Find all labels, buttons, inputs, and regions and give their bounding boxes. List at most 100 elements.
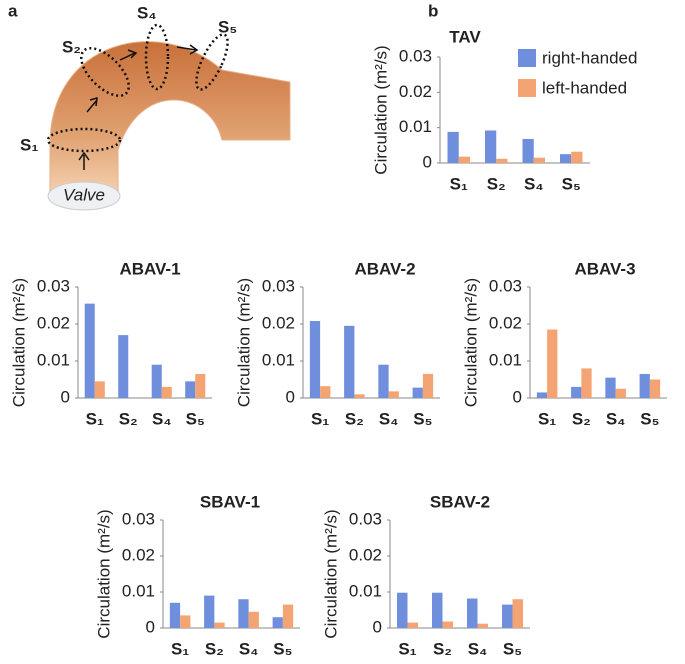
bar: [238, 599, 249, 628]
bar: [422, 373, 434, 398]
x-tick-label: S₅: [562, 174, 581, 193]
x-tick-label: S₂: [205, 639, 224, 658]
bar: [169, 602, 181, 628]
x-tick-label: S₁: [538, 409, 556, 428]
bar: [195, 373, 206, 398]
bar: [605, 377, 616, 398]
y-tick-label: 0.03: [489, 276, 522, 295]
panel-label: b: [428, 1, 438, 20]
bar: [320, 386, 331, 398]
bar: [354, 394, 365, 398]
chart-title: SBAV-2: [430, 492, 490, 511]
x-tick-label: S₁: [171, 639, 189, 658]
bar: [378, 364, 389, 398]
bar: [397, 592, 408, 628]
bar: [432, 592, 443, 628]
section-label: S₄: [137, 3, 156, 22]
bar: [309, 321, 321, 398]
chart-title: ABAV-3: [574, 259, 635, 278]
bar: [639, 373, 650, 398]
x-tick-label: S₅: [273, 639, 292, 658]
bar: [522, 138, 534, 163]
y-tick-label: 0.01: [399, 117, 432, 136]
y-tick-label: 0.01: [489, 350, 522, 369]
section-label: S₁: [20, 135, 38, 154]
bar: [581, 368, 592, 398]
section-ring: [80, 47, 130, 97]
bar: [467, 598, 478, 628]
bar: [344, 325, 355, 398]
x-tick-label: S₅: [640, 409, 659, 428]
x-tick-label: S₅: [186, 409, 205, 428]
bar: [571, 386, 582, 398]
x-tick-label: S₁: [450, 174, 468, 193]
y-axis-label: Circulation (m²/s): [94, 509, 113, 638]
section-ring: [144, 23, 170, 91]
x-tick-label: S₅: [503, 639, 522, 658]
bar: [388, 391, 399, 398]
y-tick-label: 0.01: [262, 350, 295, 369]
bar: [407, 622, 418, 628]
y-axis-label: Circulation (m²/s): [234, 278, 253, 407]
bar: [485, 130, 497, 163]
section-label: S₅: [218, 17, 237, 36]
bar: [496, 158, 508, 163]
bar: [118, 335, 129, 398]
bar: [547, 329, 558, 398]
bar: [533, 157, 545, 163]
chart-title: SBAV-1: [200, 492, 260, 511]
bar: [502, 604, 513, 628]
panel-label: a: [8, 1, 18, 20]
bar: [161, 386, 172, 398]
y-tick-label: 0: [423, 152, 432, 171]
bar: [214, 622, 225, 628]
y-axis-label: Circulation (m²/s): [461, 278, 480, 407]
y-tick-label: 0: [286, 387, 295, 406]
y-tick-label: 0.03: [262, 276, 295, 295]
x-tick-label: S₂: [487, 174, 506, 193]
bar: [560, 154, 572, 163]
y-tick-label: 0.03: [37, 276, 70, 295]
x-tick-label: S₂: [433, 639, 452, 658]
y-tick-label: 0: [61, 387, 70, 406]
y-tick-label: 0.01: [37, 350, 70, 369]
chart-title: TAV: [449, 27, 481, 46]
x-tick-label: S₁: [311, 409, 329, 428]
legend-label: left-handed: [542, 78, 627, 97]
arrow: [176, 44, 199, 55]
x-tick-label: S₂: [345, 409, 364, 428]
x-tick-label: S₂: [572, 409, 591, 428]
y-tick-label: 0: [146, 617, 155, 636]
valve-label: Valve: [63, 185, 105, 204]
y-tick-label: 0.01: [122, 581, 155, 600]
chart-title: ABAV-1: [119, 259, 180, 278]
bar: [185, 381, 196, 398]
bar: [512, 599, 523, 628]
x-tick-label: S₅: [413, 409, 432, 428]
bar: [442, 621, 453, 628]
bar: [536, 392, 548, 398]
y-tick-label: 0.03: [399, 46, 432, 65]
bar: [180, 615, 191, 628]
x-tick-label: S₄: [239, 639, 258, 658]
y-tick-label: 0.03: [122, 509, 155, 528]
bar: [649, 379, 661, 398]
arrow: [86, 96, 98, 113]
bar: [412, 387, 423, 398]
y-tick-label: 0.02: [122, 545, 155, 564]
x-tick-label: S₄: [468, 639, 487, 658]
y-tick-label: 0.02: [399, 82, 432, 101]
bar: [282, 604, 294, 628]
bar: [204, 595, 215, 628]
x-tick-label: S₄: [379, 409, 398, 428]
chart-title: ABAV-2: [354, 259, 415, 278]
bar: [151, 364, 162, 398]
legend-swatch: [518, 49, 536, 67]
bar: [477, 623, 488, 628]
bar: [94, 381, 105, 398]
bar: [615, 388, 626, 398]
x-tick-label: S₄: [606, 409, 625, 428]
x-tick-label: S₄: [152, 409, 171, 428]
bar: [571, 151, 583, 163]
